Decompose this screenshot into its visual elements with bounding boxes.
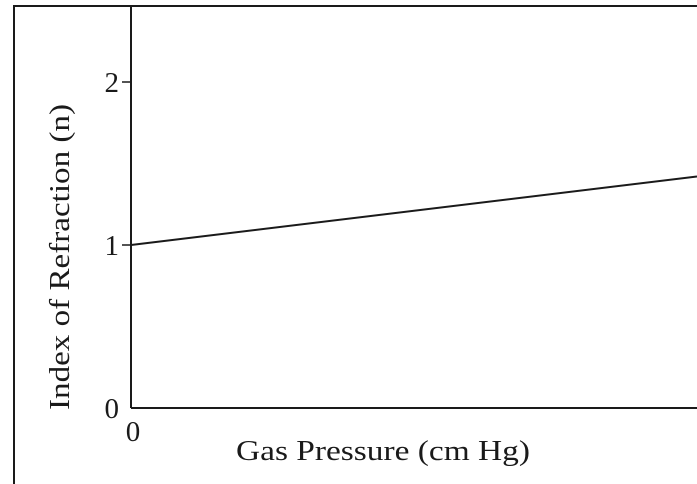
x-axis-label: Gas Pressure (cm Hg)	[236, 436, 530, 467]
x-tick-label: 0	[126, 416, 141, 448]
y-ticks: 0 1 2	[105, 67, 131, 425]
y-axis-label: Index of Refraction (n)	[45, 104, 76, 410]
series-group	[130, 175, 697, 246]
y-tick-label: 0	[105, 393, 120, 425]
y-tick-label: 1	[105, 230, 120, 262]
series-line	[130, 175, 697, 246]
x-ticks: 0	[126, 416, 141, 448]
y-tick-label: 2	[105, 67, 120, 99]
